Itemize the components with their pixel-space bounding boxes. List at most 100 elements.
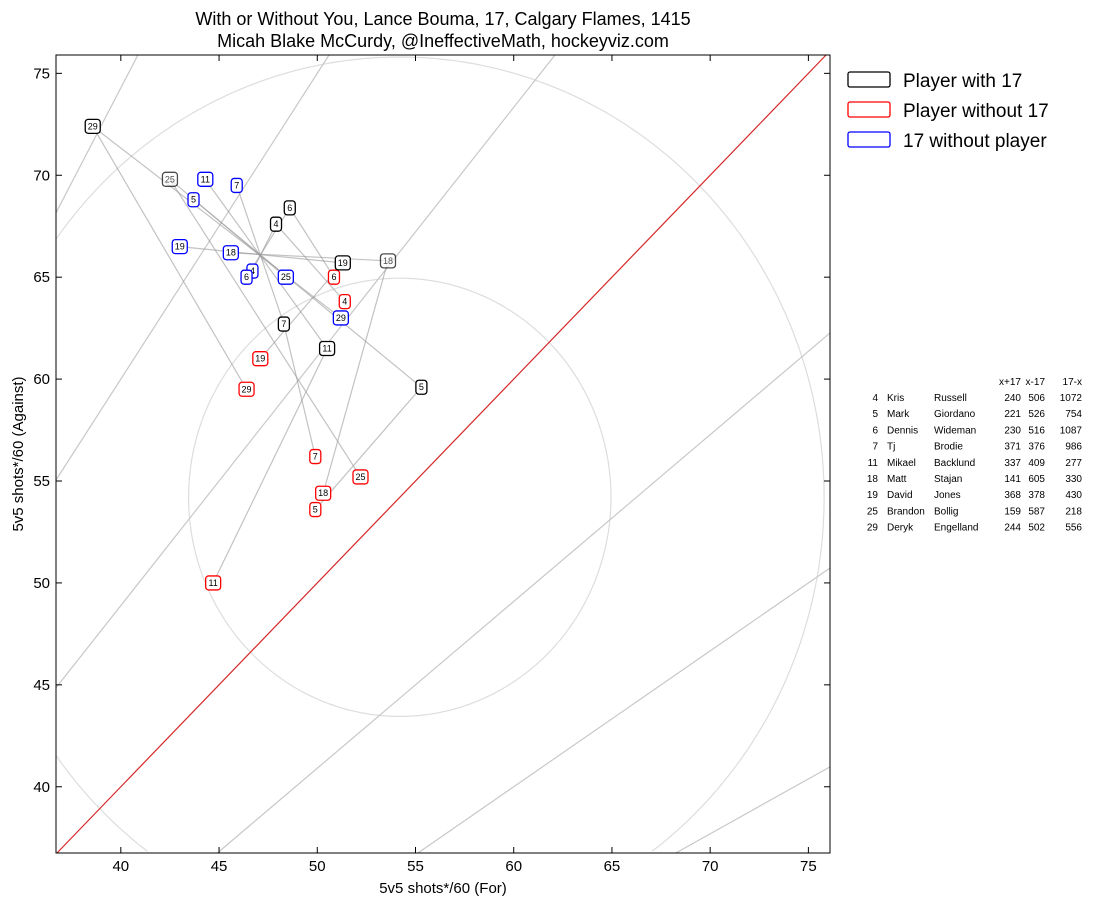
table-player-last-name: Stajan: [934, 474, 962, 485]
point-with: 18: [379, 253, 397, 269]
x-tick-label: 55: [407, 858, 424, 875]
point-label: 5: [419, 382, 424, 392]
point-label: 11: [201, 174, 210, 184]
table-with-toi: 371: [1004, 442, 1021, 453]
table-17-without-toi: 330: [1065, 474, 1082, 485]
plot-frame: [55, 54, 831, 854]
point-with: 11: [318, 340, 336, 357]
table-with-toi: 240: [1004, 393, 1021, 404]
reference-circle: [56, 755, 148, 852]
table-player-first-name: Deryk: [887, 523, 914, 534]
point-box: [309, 448, 322, 465]
table-header: x+17: [999, 377, 1021, 388]
player-link-line: [322, 260, 389, 494]
legend: Player with 17 Player without 17 17 withou…: [847, 71, 1049, 152]
point-seventeen-without: 18: [222, 245, 239, 261]
point-label: 11: [208, 578, 217, 588]
point-box: [352, 469, 369, 485]
table-17-without-toi: 556: [1065, 523, 1082, 534]
point-label: 29: [242, 384, 252, 394]
ratio-line: [417, 567, 831, 854]
table-17-without-toi: 277: [1065, 458, 1082, 469]
table-without-toi: 587: [1028, 506, 1045, 517]
y-tick-label: 65: [33, 269, 50, 286]
point-box: [197, 171, 214, 187]
table-17-without-toi: 430: [1065, 490, 1082, 501]
table-with-toi: 230: [1004, 425, 1021, 436]
player-link-line: [92, 126, 248, 390]
point-label: 7: [281, 319, 286, 329]
table-with-toi: 221: [1004, 409, 1021, 420]
point-box: [334, 255, 351, 271]
point-box: [187, 192, 200, 208]
player-link-line: [275, 223, 346, 303]
table-player-first-name: Mark: [887, 409, 910, 420]
link-layer: [92, 125, 422, 584]
chart-title-line-1: With or Without You, Lance Bouma, 17, Ca…: [195, 9, 690, 29]
table-player-first-name: Dennis: [887, 425, 918, 436]
y-tick-label: 75: [33, 65, 50, 82]
point-box: [415, 379, 428, 395]
point-label: 4: [342, 297, 347, 307]
player-link-line: [314, 386, 422, 510]
x-tick-label: 65: [604, 858, 621, 875]
table-without-toi: 506: [1028, 393, 1045, 404]
table-player-number: 5: [872, 409, 878, 420]
point-seventeen-without: 7: [230, 177, 243, 194]
point-label: 7: [234, 180, 239, 190]
x-tick-label: 75: [800, 858, 817, 875]
legend-swatch-without: [847, 101, 891, 118]
table-player-number: 18: [867, 474, 879, 485]
y-tick-label: 40: [33, 779, 50, 796]
point-box: [277, 269, 294, 285]
table-without-toi: 605: [1028, 474, 1045, 485]
point-box: [238, 381, 255, 397]
point-seventeen-without: 25: [277, 269, 294, 285]
point-box: [252, 351, 269, 367]
player-link-line: [169, 179, 361, 478]
point-seventeen-without: 6: [240, 269, 253, 285]
y-axis-label: 5v5 shots*/60 (Against): [10, 376, 27, 531]
point-label: 5: [313, 505, 318, 515]
player-link-line: [92, 125, 342, 319]
x-tick-label: 70: [702, 858, 719, 875]
point-box: [171, 238, 188, 255]
x-tick-label: 40: [112, 858, 129, 875]
ratio-line: [675, 766, 831, 854]
point-box: [327, 269, 341, 285]
point-box: [222, 245, 239, 261]
x-axis-label: 5v5 shots*/60 (For): [379, 880, 507, 897]
point-seventeen-without: 5: [187, 192, 200, 208]
point-label: 18: [318, 488, 328, 498]
point-without: 6: [327, 269, 341, 285]
point-box: [315, 485, 332, 501]
legend-label: Player without 17: [903, 101, 1049, 122]
ratio-line: [55, 54, 330, 481]
table-player-number: 7: [872, 442, 878, 453]
table-without-toi: 409: [1028, 458, 1045, 469]
reference-circle: [188, 277, 612, 718]
point-with: 6: [283, 200, 296, 216]
point-box: [379, 253, 397, 269]
player-link-line: [289, 207, 335, 278]
table-player-number: 6: [872, 425, 878, 436]
point-without: 11: [205, 575, 222, 591]
point-without: 7: [309, 448, 322, 465]
point-box: [240, 269, 253, 285]
point-label: 29: [88, 121, 98, 131]
table-without-toi: 502: [1028, 523, 1045, 534]
point-with: 29: [84, 118, 101, 134]
table-17-without-toi: 754: [1065, 409, 1082, 420]
point-seventeen-without: 11: [197, 171, 214, 187]
point-box: [283, 200, 296, 216]
table-player-last-name: Engelland: [934, 523, 978, 534]
table-player-last-name: Jones: [934, 490, 961, 501]
ratio-line: [55, 54, 556, 689]
table-player-first-name: Tj: [887, 442, 895, 453]
player-link-line: [179, 246, 343, 264]
table-player-last-name: Giordano: [934, 409, 976, 420]
points-layer: 4 4 4 5 5 5 6 6 6 7 7 7 11 11 11 18 18 18 19 19 19 25 25 25 29 29…: [84, 118, 428, 591]
point-box: [277, 316, 291, 332]
point-label: 25: [281, 272, 291, 282]
